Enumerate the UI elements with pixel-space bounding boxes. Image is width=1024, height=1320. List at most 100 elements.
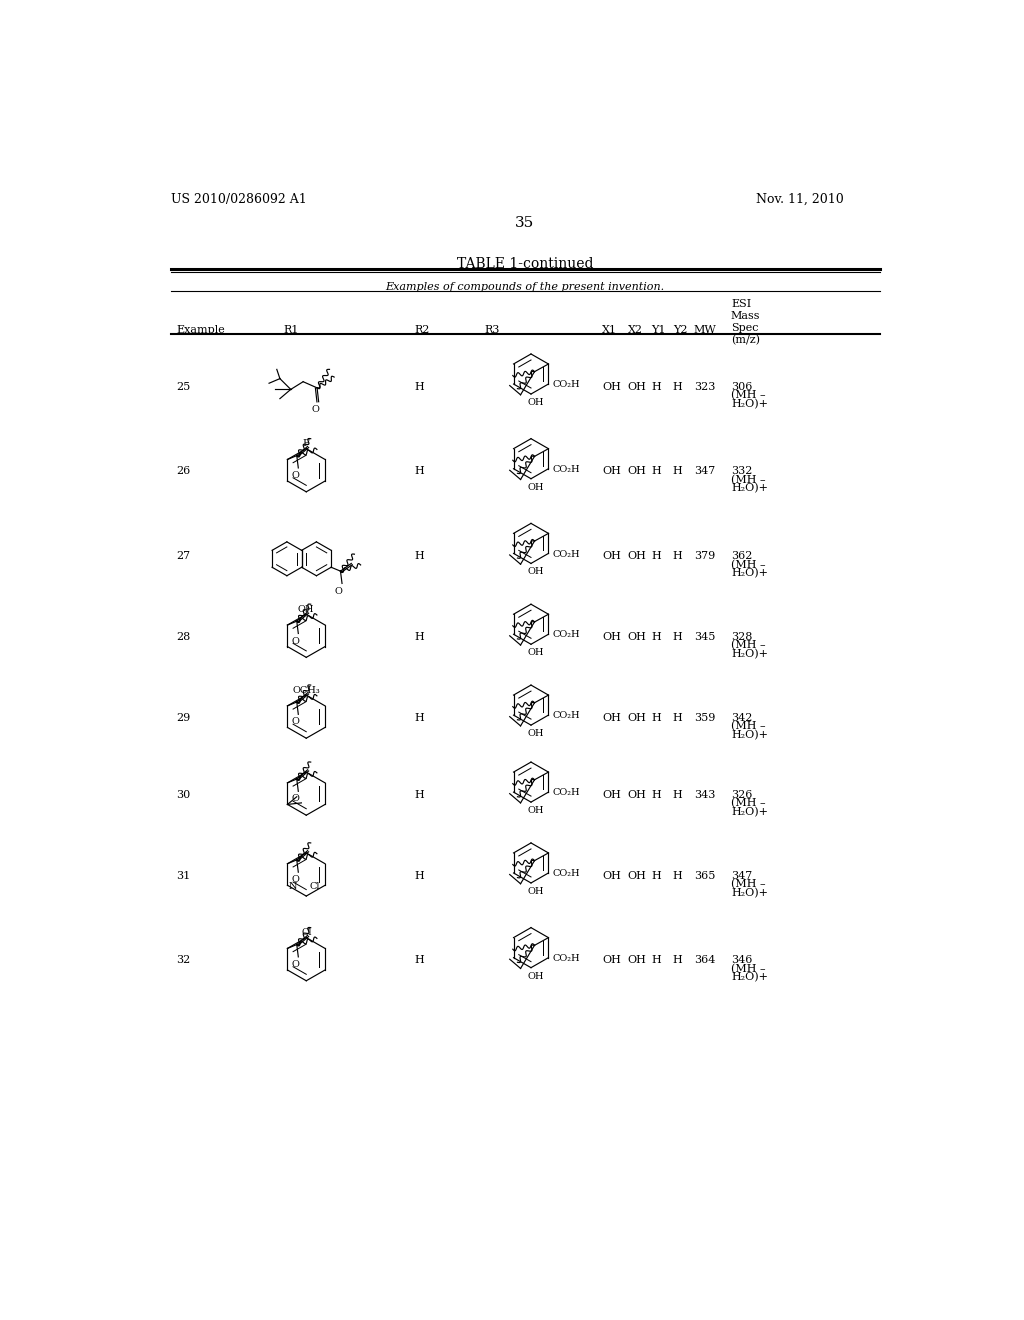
- Text: H: H: [415, 466, 425, 477]
- Text: Nov. 11, 2010: Nov. 11, 2010: [756, 193, 844, 206]
- Text: H: H: [415, 789, 425, 800]
- Text: H: H: [651, 789, 660, 800]
- Text: N: N: [288, 882, 297, 891]
- Text: OH: OH: [602, 466, 622, 477]
- Text: 345: 345: [693, 632, 715, 642]
- Text: H: H: [673, 956, 683, 965]
- Text: 31: 31: [176, 871, 190, 880]
- Text: 306: 306: [731, 381, 753, 392]
- Text: 364: 364: [693, 956, 715, 965]
- Text: H: H: [415, 632, 425, 642]
- Text: H₂O)+: H₂O)+: [731, 568, 768, 578]
- Text: H: H: [673, 552, 683, 561]
- Text: OH: OH: [602, 552, 622, 561]
- Text: (MH –: (MH –: [731, 799, 766, 809]
- Text: R3: R3: [484, 325, 500, 335]
- Text: H₂O)+: H₂O)+: [731, 649, 768, 659]
- Text: H: H: [415, 713, 425, 723]
- Text: R2: R2: [415, 325, 430, 335]
- Text: H: H: [415, 956, 425, 965]
- Text: ESI
Mass
Spec
(m/z): ESI Mass Spec (m/z): [731, 300, 761, 346]
- Text: OH: OH: [602, 632, 622, 642]
- Text: 25: 25: [176, 381, 190, 392]
- Text: OH: OH: [527, 397, 544, 407]
- Text: (MH –: (MH –: [731, 721, 766, 731]
- Text: H₂O)+: H₂O)+: [731, 887, 768, 898]
- Text: 347: 347: [731, 871, 753, 880]
- Text: H: H: [415, 552, 425, 561]
- Text: CO₂H: CO₂H: [553, 788, 581, 797]
- Text: 323: 323: [693, 381, 715, 392]
- Text: Cl: Cl: [309, 882, 321, 891]
- Text: 29: 29: [176, 713, 190, 723]
- Text: O: O: [291, 718, 299, 726]
- Text: OH: OH: [602, 789, 622, 800]
- Text: X1: X1: [602, 325, 617, 335]
- Text: 332: 332: [731, 466, 753, 477]
- Text: 26: 26: [176, 466, 190, 477]
- Text: H: H: [415, 871, 425, 880]
- Text: 32: 32: [176, 956, 190, 965]
- Text: O: O: [291, 636, 299, 645]
- Text: (MH –: (MH –: [731, 964, 766, 974]
- Text: (MH –: (MH –: [731, 475, 766, 486]
- Text: Examples of compounds of the present invention.: Examples of compounds of the present inv…: [385, 281, 665, 292]
- Text: H: H: [415, 381, 425, 392]
- Text: 347: 347: [693, 466, 715, 477]
- Text: H: H: [651, 381, 660, 392]
- Text: OH: OH: [628, 713, 647, 723]
- Text: TABLE 1-continued: TABLE 1-continued: [457, 257, 593, 271]
- Text: OH: OH: [628, 552, 647, 561]
- Text: OH: OH: [628, 466, 647, 477]
- Text: H₂O)+: H₂O)+: [731, 483, 768, 494]
- Text: OH: OH: [628, 789, 647, 800]
- Text: O: O: [291, 471, 299, 480]
- Text: 342: 342: [731, 713, 753, 723]
- Text: H: H: [651, 871, 660, 880]
- Text: H: H: [651, 466, 660, 477]
- Text: H: H: [673, 713, 683, 723]
- Text: H: H: [673, 871, 683, 880]
- Text: Y2: Y2: [673, 325, 687, 335]
- Text: 328: 328: [731, 632, 753, 642]
- Text: (MH –: (MH –: [731, 560, 766, 570]
- Text: OH: OH: [527, 807, 544, 814]
- Text: OH: OH: [527, 648, 544, 657]
- Text: OH: OH: [628, 632, 647, 642]
- Text: Example: Example: [176, 325, 225, 335]
- Text: 27: 27: [176, 552, 190, 561]
- Text: H: H: [673, 789, 683, 800]
- Text: OH: OH: [602, 713, 622, 723]
- Text: OH: OH: [628, 381, 647, 392]
- Text: CO₂H: CO₂H: [553, 380, 581, 389]
- Text: OH: OH: [628, 871, 647, 880]
- Text: 359: 359: [693, 713, 715, 723]
- Text: OH: OH: [628, 956, 647, 965]
- Text: H: H: [673, 632, 683, 642]
- Text: OH: OH: [527, 887, 544, 896]
- Text: Y1: Y1: [651, 325, 666, 335]
- Text: H: H: [651, 956, 660, 965]
- Text: Cl: Cl: [301, 928, 311, 937]
- Text: 35: 35: [515, 216, 535, 230]
- Text: CO₂H: CO₂H: [553, 711, 581, 721]
- Text: H: H: [673, 381, 683, 392]
- Text: (MH –: (MH –: [731, 640, 766, 651]
- Text: 362: 362: [731, 552, 753, 561]
- Text: H: H: [673, 466, 683, 477]
- Text: 28: 28: [176, 632, 190, 642]
- Text: 365: 365: [693, 871, 715, 880]
- Text: H: H: [651, 713, 660, 723]
- Text: OH: OH: [602, 956, 622, 965]
- Text: CO₂H: CO₂H: [553, 954, 581, 962]
- Text: H₂O)+: H₂O)+: [731, 730, 768, 741]
- Text: H₂O)+: H₂O)+: [731, 399, 768, 409]
- Text: X2: X2: [628, 325, 643, 335]
- Text: OH: OH: [527, 568, 544, 577]
- Text: 346: 346: [731, 956, 753, 965]
- Text: OH: OH: [298, 605, 314, 614]
- Text: H₂O)+: H₂O)+: [731, 807, 768, 817]
- Text: US 2010/0286092 A1: US 2010/0286092 A1: [171, 193, 306, 206]
- Text: OH: OH: [602, 381, 622, 392]
- Text: 326: 326: [731, 789, 753, 800]
